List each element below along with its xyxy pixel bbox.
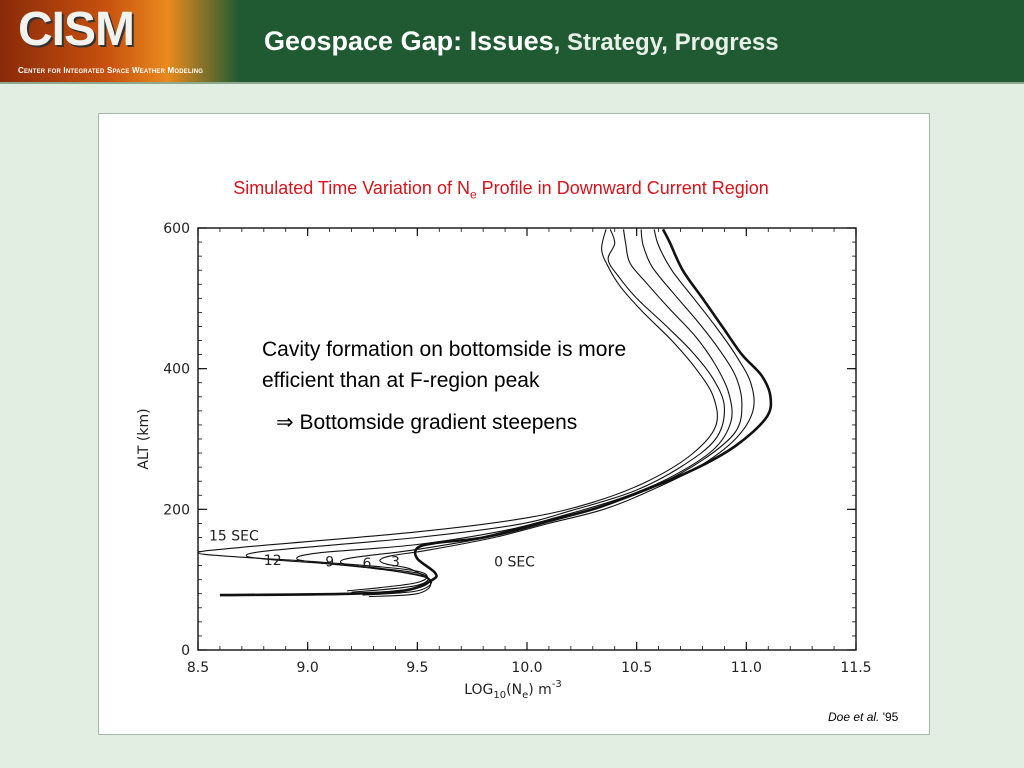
citation-year: '95: [879, 710, 899, 724]
y-tick-label: 200: [163, 502, 190, 518]
annotation-cavity: Cavity formation on bottomside is more e…: [262, 334, 626, 396]
x-axis-label-mid: (N: [506, 682, 522, 698]
chart-title: Simulated Time Variation of Ne Profile i…: [0, 178, 1002, 202]
annotation-result-text: Bottomside gradient steepens: [293, 411, 578, 434]
x-tick-label: 10.0: [511, 660, 542, 676]
title-main: Geospace Gap: Issues: [264, 26, 554, 56]
x-axis-label-end: ) m: [528, 682, 552, 698]
x-tick-label: 10.5: [621, 660, 652, 676]
curve-label: 6: [363, 556, 372, 572]
annotation-line-2: efficient than at F-region peak: [262, 369, 540, 392]
header-bar: CISM Center for Integrated Space Weather…: [0, 0, 1024, 82]
cism-logo: CISM Center for Integrated Space Weather…: [0, 0, 240, 82]
series-line: [197, 229, 718, 592]
curve-label: 12: [264, 553, 282, 569]
citation-authors: Doe et al.: [828, 710, 880, 724]
figure-panel: [98, 113, 930, 735]
x-axis-label: LOG10(Ne) m-3: [464, 679, 562, 701]
y-tick-label: 600: [163, 221, 190, 237]
curve-label: 9: [325, 554, 334, 570]
x-tick-label: 11.5: [840, 660, 871, 676]
chart-title-sub: e: [469, 187, 477, 202]
implies-arrow-icon: ⇒: [276, 411, 294, 434]
x-axis-label-sub1: 10: [493, 690, 506, 701]
chart-title-suffix: Profile in Downward Current Region: [476, 178, 769, 198]
series-line: [245, 229, 725, 593]
plot-frame: [197, 227, 857, 651]
x-tick-label: 9.5: [406, 660, 428, 676]
curve-label: 3: [391, 554, 400, 570]
header-divider: [0, 82, 1024, 84]
annotation-result: ⇒ Bottomside gradient steepens: [276, 410, 577, 435]
x-axis-label-main: LOG: [464, 682, 493, 698]
curve-label: 0 SEC: [494, 554, 535, 570]
y-tick-label: 0: [181, 643, 190, 659]
slide-title: Geospace Gap: Issues, Strategy, Progress: [264, 26, 779, 57]
citation: Doe et al. '95: [828, 710, 898, 724]
x-axis-label-sub2: e: [522, 690, 528, 701]
series-line: [219, 228, 773, 597]
x-tick-label: 9.0: [297, 660, 319, 676]
title-rest: , Strategy, Progress: [553, 29, 779, 56]
x-tick-label: 11.0: [731, 660, 762, 676]
logo-subtitle: Center for Integrated Space Weather Mode…: [18, 66, 204, 75]
x-axis-label-sup: -3: [552, 679, 562, 690]
chart-title-prefix: Simulated Time Variation of N: [233, 178, 470, 198]
annotation-line-1: Cavity formation on bottomside is more: [262, 338, 627, 361]
curve-label: 15 SEC: [209, 528, 259, 544]
y-axis-label: ALT (km): [136, 408, 152, 469]
y-tick-label: 400: [163, 362, 190, 378]
series-line: [369, 229, 755, 598]
x-tick-label: 8.5: [187, 660, 209, 676]
logo-text: CISM: [18, 3, 135, 56]
